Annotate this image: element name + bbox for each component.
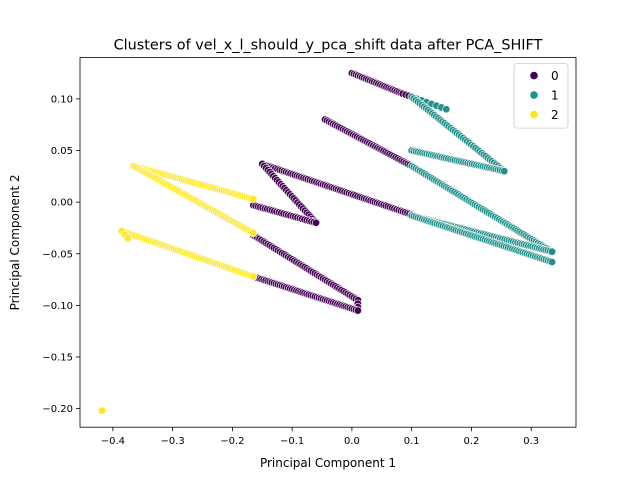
y-tick-label: −0.05 xyxy=(42,249,73,260)
x-tick-label: −0.1 xyxy=(280,436,304,447)
data-point-cluster-0 xyxy=(312,218,321,227)
data-point-cluster-2 xyxy=(123,234,132,243)
x-tick-label: −0.4 xyxy=(101,436,125,447)
x-axis: −0.4 −0.3 −0.2 −0.1 0.0 0.1 0.2 0.3 xyxy=(101,427,539,447)
data-point-cluster-1 xyxy=(548,247,557,256)
legend-marker xyxy=(530,91,538,99)
legend: 0 1 2 xyxy=(513,63,569,129)
data-point-cluster-2 xyxy=(249,272,258,281)
data-point-cluster-1 xyxy=(548,258,557,267)
data-point-cluster-2 xyxy=(249,229,258,238)
data-point-cluster-0 xyxy=(353,306,362,315)
x-tick-label: 0.3 xyxy=(523,436,539,447)
legend-label: 0 xyxy=(551,69,559,83)
x-tick-label: −0.3 xyxy=(160,436,184,447)
y-tick-label: −0.10 xyxy=(42,301,73,312)
legend-label: 1 xyxy=(551,89,559,103)
plot-frame xyxy=(79,57,577,428)
legend-box xyxy=(513,63,569,129)
data-point-cluster-1 xyxy=(500,167,509,176)
y-axis-label: Principal Component 2 xyxy=(8,174,22,310)
y-tick-label: 0.10 xyxy=(51,94,73,105)
x-axis-label: Principal Component 1 xyxy=(260,456,396,470)
x-tick-label: 0.1 xyxy=(404,436,420,447)
legend-marker xyxy=(530,71,538,80)
y-tick-label: −0.20 xyxy=(42,404,73,415)
chart-title: Clusters of vel_x_l_should_y_pca_shift d… xyxy=(114,38,543,54)
data-point-cluster-2 xyxy=(98,406,107,415)
legend-label: 2 xyxy=(551,108,559,122)
y-tick-label: 0.00 xyxy=(51,198,73,209)
legend-marker xyxy=(530,110,538,119)
data-point-cluster-2 xyxy=(249,195,258,204)
x-tick-label: −0.2 xyxy=(220,436,244,447)
y-axis: −0.20 −0.15 −0.10 −0.05 0.00 0.05 0.10 xyxy=(42,94,80,415)
y-tick-label: 0.05 xyxy=(51,146,73,157)
data-point-cluster-1 xyxy=(442,105,451,114)
data-points-layer xyxy=(98,69,557,415)
x-tick-label: 0.2 xyxy=(463,436,479,447)
x-tick-label: 0.0 xyxy=(344,436,360,447)
y-tick-label: −0.15 xyxy=(42,353,73,364)
